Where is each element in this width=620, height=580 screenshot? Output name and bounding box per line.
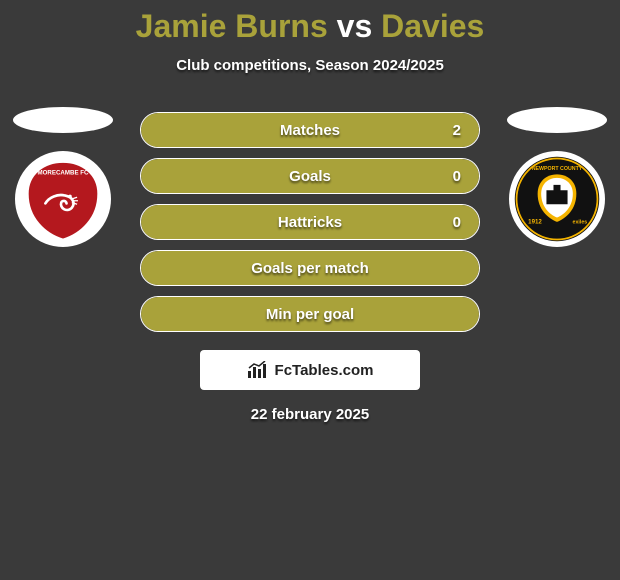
- stat-row: Goals per match: [140, 250, 480, 286]
- stat-label: Goals: [289, 168, 331, 185]
- comparison-title: Jamie Burns vs Davies: [0, 8, 620, 45]
- stat-value: 0: [453, 214, 461, 231]
- player1-name: Jamie Burns: [136, 8, 328, 44]
- player2-slot: NEWPORT COUNTY 1912 exiles: [502, 107, 612, 247]
- comparison-card: Jamie Burns vs Davies Club competitions,…: [0, 0, 620, 423]
- stat-label: Goals per match: [251, 260, 369, 277]
- stat-row: Hattricks 0: [140, 204, 480, 240]
- stat-row: Goals 0: [140, 158, 480, 194]
- svg-text:MORECAMBE FC: MORECAMBE FC: [38, 169, 90, 176]
- watermark-text: FcTables.com: [275, 362, 374, 379]
- stat-value: 2: [453, 122, 461, 139]
- subtitle: Club competitions, Season 2024/2025: [0, 57, 620, 74]
- stat-value: 0: [453, 168, 461, 185]
- player2-name: Davies: [381, 8, 484, 44]
- svg-text:1912: 1912: [528, 219, 542, 226]
- stat-label: Min per goal: [266, 306, 354, 323]
- stat-row: Matches 2: [140, 112, 480, 148]
- stat-label: Hattricks: [278, 214, 342, 231]
- player1-slot: MORECAMBE FC: [8, 107, 118, 247]
- main-row: MORECAMBE FC Matches2Goals0Hattricks0Goa…: [0, 112, 620, 332]
- vs-separator: vs: [337, 8, 373, 44]
- svg-text:NEWPORT COUNTY: NEWPORT COUNTY: [532, 166, 583, 172]
- club-crest-right: NEWPORT COUNTY 1912 exiles: [509, 151, 605, 247]
- date-line: 22 february 2025: [0, 406, 620, 423]
- stat-row: Min per goal: [140, 296, 480, 332]
- svg-text:exiles: exiles: [573, 220, 588, 226]
- club-crest-left: MORECAMBE FC: [15, 151, 111, 247]
- player2-photo-placeholder: [507, 107, 607, 133]
- watermark: FcTables.com: [200, 350, 420, 390]
- newport-county-crest-icon: NEWPORT COUNTY 1912 exiles: [513, 155, 601, 243]
- stats-column: Matches 2 Goals 0 Hattricks 0 Goals per match M…: [140, 112, 480, 332]
- chart-icon: [247, 361, 269, 379]
- stat-label: Matches: [280, 122, 340, 139]
- player1-photo-placeholder: [13, 107, 113, 133]
- morecambe-crest-icon: MORECAMBE FC: [19, 155, 107, 243]
